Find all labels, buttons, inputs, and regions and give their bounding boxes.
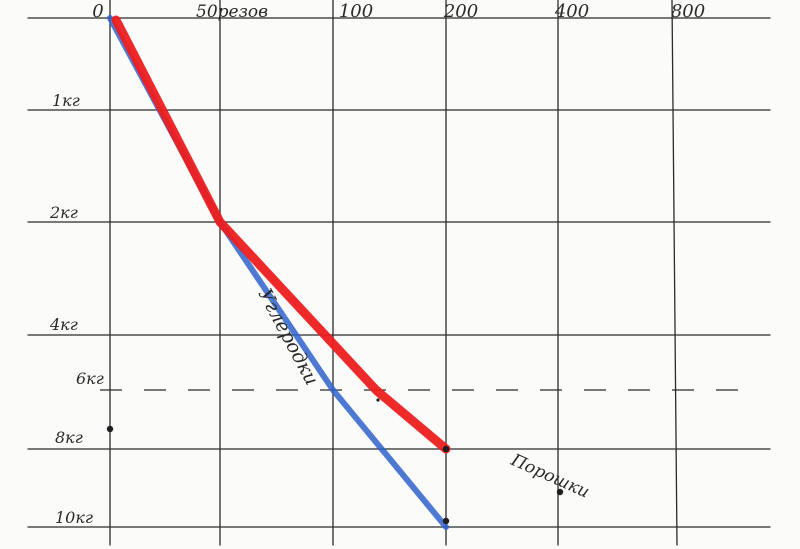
series-line-poroshki [111, 15, 451, 454]
y-tick-label: 6кг [76, 369, 104, 388]
x-tick-label: 50резов [196, 2, 268, 22]
y-tick-label: 2кг [49, 203, 78, 222]
x-tick-label: 800 [671, 1, 705, 22]
x-tick-label: 400 [554, 1, 589, 22]
x-tick-label: 0 [92, 1, 103, 22]
y-tick-label: 10кг [55, 508, 93, 527]
data-point [556, 488, 564, 496]
data-point [442, 517, 450, 525]
grid [27, 0, 771, 546]
y-tick-label: 1кг [52, 91, 80, 110]
y-tick-label: 8кг [55, 428, 83, 447]
y-tick-label: 4кг [49, 315, 78, 334]
gridline-vertical [671, 0, 678, 546]
x-tick-label: 100 [339, 1, 373, 22]
series-label-poroshki: Порошки [507, 450, 592, 503]
x-tick-label: 200 [443, 1, 478, 22]
series-line-uglerodki [107, 15, 449, 530]
data-point [376, 398, 380, 402]
tick-labels: 0 50резов 100 200 400 800 1кг 2кг 4кг 6кг 8кг 10кг [49, 1, 705, 527]
series-lines [107, 15, 451, 530]
data-point [442, 445, 450, 453]
data-point [106, 425, 114, 433]
